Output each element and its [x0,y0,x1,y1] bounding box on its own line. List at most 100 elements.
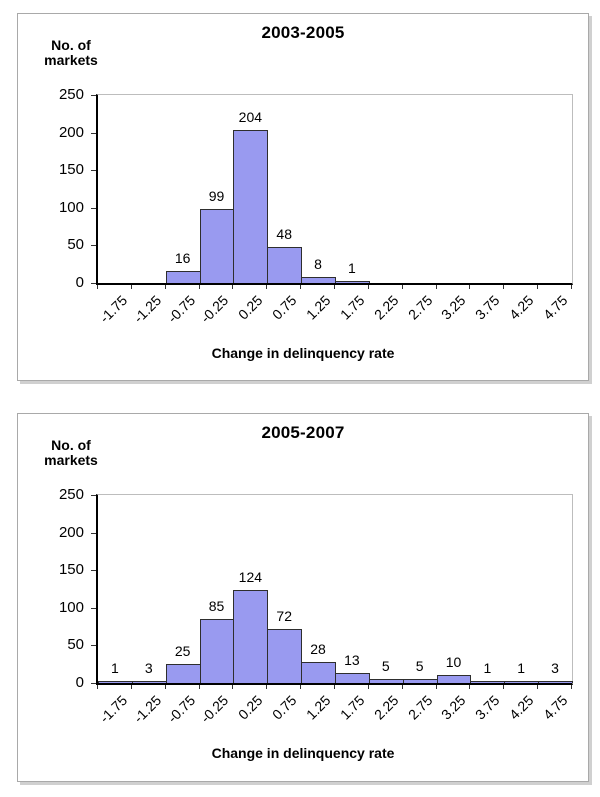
x-category-label: 2.25 [370,292,402,323]
bar-value-label: 5 [381,658,390,674]
bar-value-label: 1 [517,660,526,676]
y-tick-label: 50 [67,236,84,253]
bar-value-label: 1 [111,660,119,676]
x-tick-mark [368,685,369,689]
x-category-label: 0.75 [268,292,300,323]
bar-value-label: 25 [174,643,191,659]
y-tick-label: 150 [58,161,84,178]
bar-value-label: 3 [551,660,559,676]
x-category-label: -1.75 [96,692,131,726]
bar [504,681,539,683]
x-tick-mark [266,685,267,689]
x-category-label: 2.25 [370,692,402,723]
x-tick-mark [97,285,98,289]
bar-value-label: 99 [208,188,225,204]
bar [369,679,404,683]
x-tick-mark [334,285,335,289]
x-axis-title: Change in delinquency rate [211,345,395,361]
x-category-label: 2.75 [404,292,436,323]
y-axis-title-line1: No. of [51,437,91,453]
bar-value-label: 13 [344,652,360,668]
x-tick-mark [402,685,403,689]
x-category-label: -0.75 [164,692,199,726]
x-tick-mark [571,285,572,289]
x-tick-mark [368,285,369,289]
x-category-label: 4.75 [539,692,571,723]
x-tick-mark [503,285,504,289]
y-axis-title: No. of markets [30,38,112,68]
y-tick-label: 0 [75,274,84,291]
bar [267,629,302,683]
x-tick-mark [300,685,301,689]
y-tick-label: 250 [58,86,84,103]
x-category-label: 1.25 [302,292,334,323]
chart-title: 2005-2007 [261,423,345,442]
x-tick-mark [537,285,538,289]
x-category-label: -0.25 [197,692,232,726]
x-tick-mark [402,285,403,289]
chart-title: 2003-2005 [261,23,345,42]
bar [301,277,336,283]
x-tick-mark [165,285,166,289]
x-category-label: 0.25 [234,692,266,723]
x-category-label: -1.25 [130,292,165,326]
bar-value-label: 5 [415,658,424,674]
plot-area: 16 99 204 48 8 1 [96,94,573,285]
x-tick-mark [266,285,267,289]
y-tick-label: 100 [58,599,84,616]
x-category-label: 4.75 [539,292,571,323]
bar-value-label: 204 [238,109,263,125]
y-axis-title-line2: markets [44,52,98,68]
y-tick-label: 250 [58,486,84,503]
bar-value-label: 72 [276,608,292,624]
bar-value-label: 28 [310,641,326,657]
x-tick-mark [97,685,98,689]
bar [132,681,167,683]
bar [233,130,268,283]
x-tick-mark [300,285,301,289]
x-tick-mark [469,285,470,289]
bar [335,281,370,283]
y-axis-title-line1: No. of [51,37,91,53]
x-tick-mark [436,685,437,689]
bar-value-label: 3 [144,660,153,676]
y-tick-label: 0 [75,674,84,691]
y-tick-mark [91,283,96,284]
bar [335,673,370,683]
bar [166,271,201,283]
bar [301,662,336,683]
bar-value-label: 10 [445,654,462,670]
x-category-label: 1.75 [336,692,368,723]
y-tick-mark [91,245,96,246]
x-tick-mark [503,685,504,689]
x-category-label: 4.25 [505,692,537,723]
bar [166,664,201,683]
x-tick-mark [537,685,538,689]
x-category-label: 0.25 [234,292,266,323]
bar-value-label: 48 [276,226,292,242]
x-tick-mark [199,685,200,689]
bar [200,619,234,683]
x-tick-mark [469,685,470,689]
x-tick-mark [131,285,132,289]
x-category-label: 2.75 [404,692,436,723]
y-axis-title-line2: markets [44,452,98,468]
y-tick-mark [91,133,96,134]
bar [470,681,505,683]
y-tick-mark [91,495,96,496]
x-category-label: 1.25 [302,692,334,723]
x-axis-title: Change in delinquency rate [211,745,395,761]
bar-value-label: 1 [483,660,492,676]
x-tick-mark [199,285,200,289]
y-tick-mark [91,608,96,609]
x-category-label: -1.25 [130,692,165,726]
y-tick-label: 150 [58,561,84,578]
x-tick-mark [571,685,572,689]
y-tick-mark [91,645,96,646]
chart-panel-2005-2007: 2005-2007 No. of markets 1 3 25 85 124 72 28 13… [17,413,589,782]
bar-value-label: 124 [238,569,263,585]
y-tick-label: 50 [67,636,84,653]
x-tick-mark [165,685,166,689]
y-tick-label: 200 [58,524,84,541]
x-category-label: -0.25 [197,292,232,326]
